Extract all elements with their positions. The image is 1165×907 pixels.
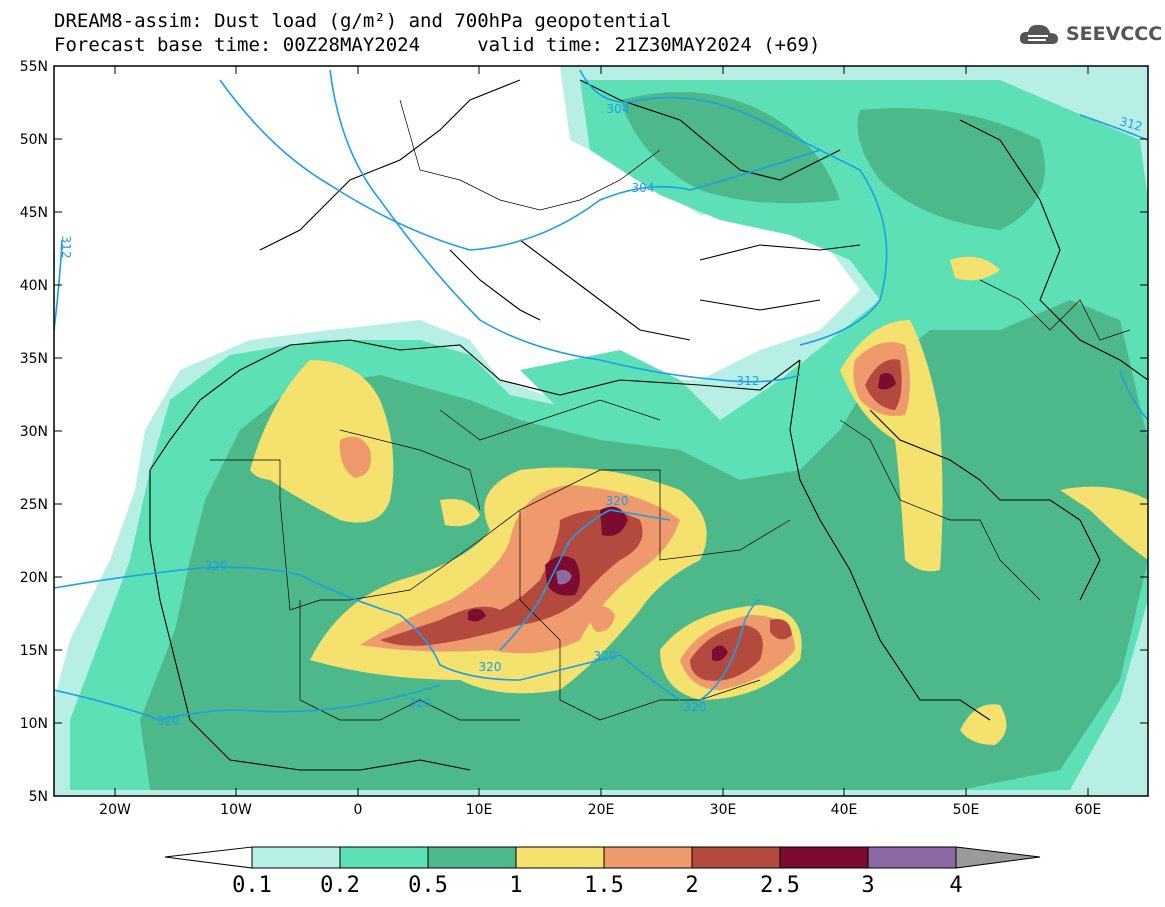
lon-label: 20W: [99, 802, 131, 818]
contour-label: 320: [479, 660, 502, 674]
lat-label: 10N: [20, 716, 48, 732]
lat-label: 40N: [20, 278, 48, 294]
colorbar-label: 3: [861, 873, 875, 898]
contour-label: 320: [205, 559, 228, 573]
colorbar-high-arrow: [955, 846, 1041, 869]
longitude-labels: 20W 10W 0 10E 20E 30E 40E 50E 60E: [99, 802, 1101, 818]
lat-label: 35N: [20, 351, 48, 367]
colorbar: [164, 846, 1041, 869]
contour-label: 320: [594, 649, 617, 663]
colorbar-label: 1.5: [584, 873, 624, 898]
dust-fields: [54, 66, 1148, 796]
lon-label: 60E: [1075, 802, 1102, 818]
lat-label: 15N: [20, 643, 48, 659]
title-line-2: Forecast base time: 00Z28MAY2024 valid t…: [54, 34, 821, 56]
colorbar-label: 2: [685, 873, 699, 898]
lon-label: 20E: [588, 802, 615, 818]
lat-label: 30N: [20, 424, 48, 440]
seevccc-logo: SEEVCCC: [1018, 22, 1162, 46]
lon-label: 10E: [466, 802, 493, 818]
lon-label: 30E: [710, 802, 737, 818]
contour-label: 320: [157, 714, 180, 728]
logo-text: SEEVCCC: [1066, 23, 1163, 45]
colorbar-low-arrow: [164, 846, 253, 869]
borders: [210, 99, 1131, 721]
contour-label: 312: [737, 374, 760, 388]
coastlines: [149, 79, 1148, 771]
contour-labels: 304 304 312 312 312 320 320 320 320 320 …: [59, 102, 1144, 728]
lat-label: 5N: [29, 789, 48, 805]
lon-label: 0: [354, 802, 363, 818]
colorbar-label: 0.1: [232, 873, 272, 898]
lat-label: 50N: [20, 132, 48, 148]
contour-label: 312: [1118, 114, 1144, 133]
geopotential-contours: [54, 69, 1148, 721]
colorbar-label: 1: [509, 873, 523, 898]
colorbar-swatch: [339, 846, 429, 869]
colorbar-swatch: [251, 846, 341, 869]
lat-label: 20N: [20, 570, 48, 586]
lat-label: 55N: [20, 59, 48, 75]
lon-label: 10W: [220, 802, 252, 818]
title-line-1: DREAM8-assim: Dust load (g/m²) and 700hP…: [54, 10, 672, 32]
latitude-labels: 55N 50N 45N 40N 35N 30N 25N 20N 15N 10N …: [20, 59, 48, 805]
contour-label: 304: [607, 102, 630, 116]
contour-label: 304: [632, 181, 655, 195]
lon-label: 50E: [953, 802, 980, 818]
colorbar-label: 4: [949, 873, 963, 898]
contour-label: 312: [59, 236, 73, 259]
cloud-icon: [1019, 24, 1058, 44]
colorbar-label: 2.5: [760, 873, 800, 898]
colorbar-swatch: [691, 846, 781, 869]
colorbar-label: 0.5: [408, 873, 448, 898]
colorbar-swatch: [867, 846, 957, 869]
contour-label: 320: [606, 494, 629, 508]
colorbar-label: 0.2: [320, 873, 360, 898]
latitude-ticks: [54, 65, 1148, 724]
colorbar-swatch: [603, 846, 693, 869]
contour-label: 320: [684, 700, 707, 714]
colorbar-swatch: [427, 846, 517, 869]
lat-label: 45N: [20, 205, 48, 221]
contour-label: 320: [409, 696, 432, 710]
colorbar-swatch: [779, 846, 869, 869]
lat-label: 25N: [20, 497, 48, 513]
lon-label: 40E: [831, 802, 858, 818]
longitude-ticks: [114, 66, 1089, 796]
colorbar-swatch: [515, 846, 605, 869]
